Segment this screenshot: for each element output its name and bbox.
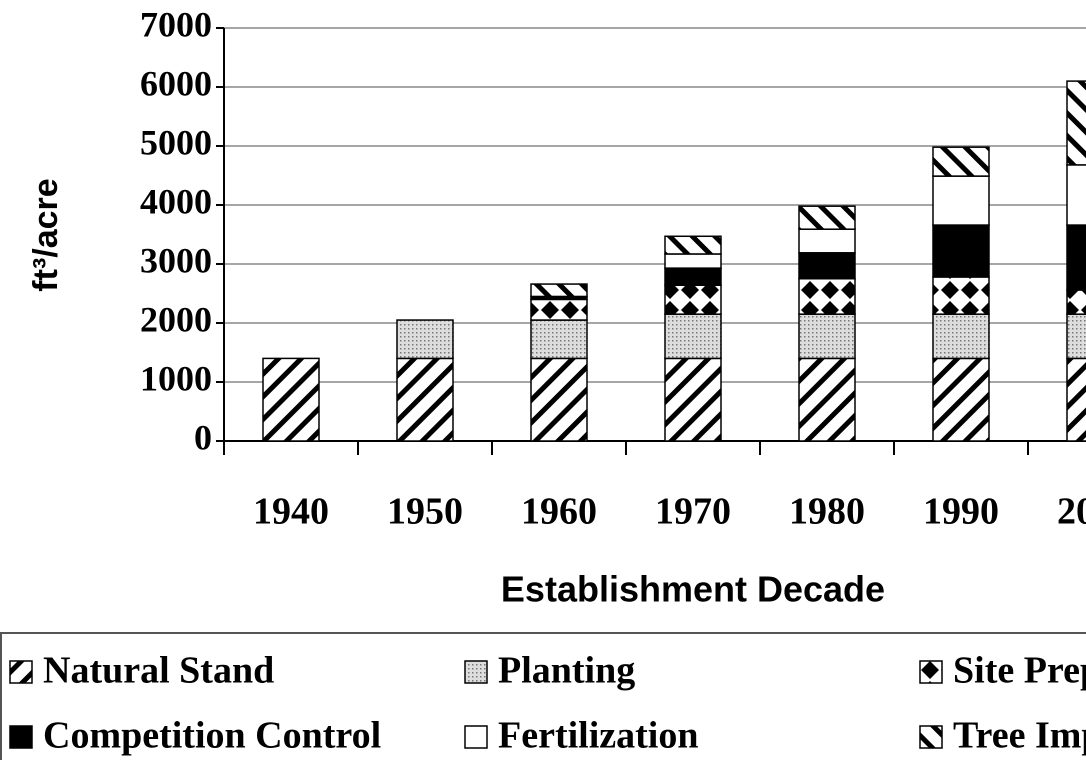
x-tick-label: 1990 [923, 491, 999, 533]
bar-segment [798, 205, 856, 230]
x-tick-label: 1940 [253, 491, 329, 533]
bar-segment [932, 175, 990, 226]
bar-segment [798, 228, 856, 254]
y-tick-label: 3000 [140, 240, 212, 280]
x-tick-label: 2000 [1057, 491, 1086, 533]
bar-segment [396, 357, 454, 442]
bar-segment [530, 357, 588, 442]
bar-segment [664, 235, 722, 255]
y-tick-label: 1000 [140, 358, 212, 398]
bar-segment [932, 224, 990, 278]
bar-segment [1066, 357, 1086, 442]
x-tick-label: 1980 [789, 491, 865, 533]
legend-label: Tree Improvement [953, 715, 1086, 757]
bar-segment [530, 283, 588, 298]
legend-box [0, 632, 1086, 760]
bar-segment [932, 313, 990, 360]
y-tick-label: 2000 [140, 299, 212, 339]
legend-label: Site Preparation [953, 650, 1086, 692]
x-tick-label: 1960 [521, 491, 597, 533]
y-tick-label: 0 [194, 417, 212, 457]
legend-swatch [919, 660, 943, 684]
bar-segment [932, 357, 990, 442]
x-axis-title: Establishment Decade [501, 569, 885, 610]
bar-segment [1066, 289, 1086, 315]
bar-segment [798, 357, 856, 442]
bar-segment [932, 276, 990, 315]
bar-segment [664, 267, 722, 286]
legend-swatch [464, 660, 488, 684]
legend-label: Fertilization [498, 715, 698, 757]
legend-label: Natural Stand [43, 650, 274, 692]
legend-swatch [9, 725, 33, 749]
bar-segment [530, 298, 588, 321]
x-tick-label: 1970 [655, 491, 731, 533]
legend-swatch [919, 725, 943, 749]
bar-segment [1066, 80, 1086, 166]
bar-segment [1066, 164, 1086, 226]
bar-segment [664, 253, 722, 269]
bar-segment [1066, 224, 1086, 291]
y-tick-label: 4000 [140, 181, 212, 221]
bar-segment [1066, 313, 1086, 360]
bar-segment [396, 319, 454, 360]
bar-segment [530, 319, 588, 360]
y-axis-title: ft³/acre [27, 178, 65, 291]
legend-swatch [464, 725, 488, 749]
bar-segment [798, 252, 856, 280]
y-tick-label: 5000 [140, 122, 212, 162]
y-tick-label: 7000 [140, 4, 212, 44]
bar-segment [932, 146, 990, 177]
legend-label: Planting [498, 650, 635, 692]
bar-segment [798, 313, 856, 360]
bar-segment [664, 357, 722, 442]
bar-segment [664, 284, 722, 315]
bar-segment [798, 278, 856, 315]
x-tick-label: 1950 [387, 491, 463, 533]
legend-label: Competition Control [43, 715, 381, 757]
bar-segment [262, 357, 320, 442]
y-tick-label: 6000 [140, 63, 212, 103]
bar-segment [664, 313, 722, 360]
legend-swatch [9, 660, 33, 684]
